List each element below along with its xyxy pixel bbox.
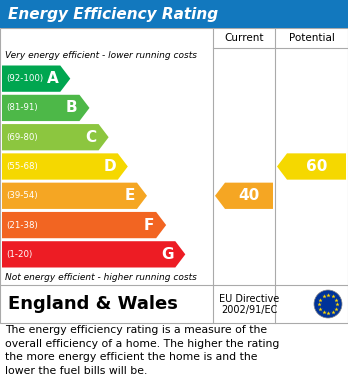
Circle shape xyxy=(314,290,342,318)
Text: E: E xyxy=(125,188,135,203)
Polygon shape xyxy=(2,124,109,151)
Text: The energy efficiency rating is a measure of the
overall efficiency of a home. T: The energy efficiency rating is a measur… xyxy=(5,325,279,376)
Text: Energy Efficiency Rating: Energy Efficiency Rating xyxy=(8,7,218,22)
Text: 2002/91/EC: 2002/91/EC xyxy=(221,305,277,315)
Text: Not energy efficient - higher running costs: Not energy efficient - higher running co… xyxy=(5,273,197,282)
Text: (92-100): (92-100) xyxy=(6,74,43,83)
Text: (21-38): (21-38) xyxy=(6,221,38,230)
Text: G: G xyxy=(161,247,173,262)
Polygon shape xyxy=(2,153,128,179)
Text: (69-80): (69-80) xyxy=(6,133,38,142)
Text: (55-68): (55-68) xyxy=(6,162,38,171)
Polygon shape xyxy=(277,153,346,179)
Polygon shape xyxy=(2,183,147,209)
Text: A: A xyxy=(47,71,58,86)
Text: (81-91): (81-91) xyxy=(6,104,38,113)
Polygon shape xyxy=(215,183,273,209)
Text: F: F xyxy=(144,217,154,233)
Text: B: B xyxy=(66,100,78,115)
Polygon shape xyxy=(2,212,166,238)
Text: Potential: Potential xyxy=(288,33,334,43)
Polygon shape xyxy=(2,95,89,121)
Bar xyxy=(0,28,348,323)
Text: (1-20): (1-20) xyxy=(6,250,32,259)
Polygon shape xyxy=(2,241,185,267)
Text: D: D xyxy=(103,159,116,174)
Polygon shape xyxy=(2,66,70,92)
Text: EU Directive: EU Directive xyxy=(219,294,279,304)
Text: Current: Current xyxy=(224,33,264,43)
Bar xyxy=(0,0,348,28)
Text: (39-54): (39-54) xyxy=(6,191,38,200)
Text: 60: 60 xyxy=(306,159,327,174)
Text: 40: 40 xyxy=(238,188,260,203)
Text: Very energy efficient - lower running costs: Very energy efficient - lower running co… xyxy=(5,52,197,61)
Text: England & Wales: England & Wales xyxy=(8,295,178,313)
Text: C: C xyxy=(86,130,97,145)
